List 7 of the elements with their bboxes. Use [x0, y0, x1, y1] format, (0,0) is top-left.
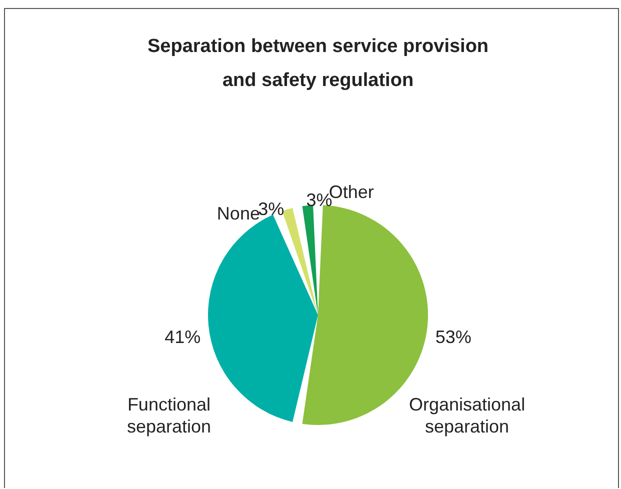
slice-label: Organisational separation — [408, 394, 526, 436]
data-label: 53% — [435, 326, 472, 347]
data-label: 3% — [258, 199, 284, 220]
chart-title: Separation between service provision and safety regulation — [147, 36, 489, 91]
slice-label: None — [216, 204, 260, 224]
data-label: 41% — [164, 326, 201, 347]
slice-label: Functional separation — [126, 394, 211, 436]
